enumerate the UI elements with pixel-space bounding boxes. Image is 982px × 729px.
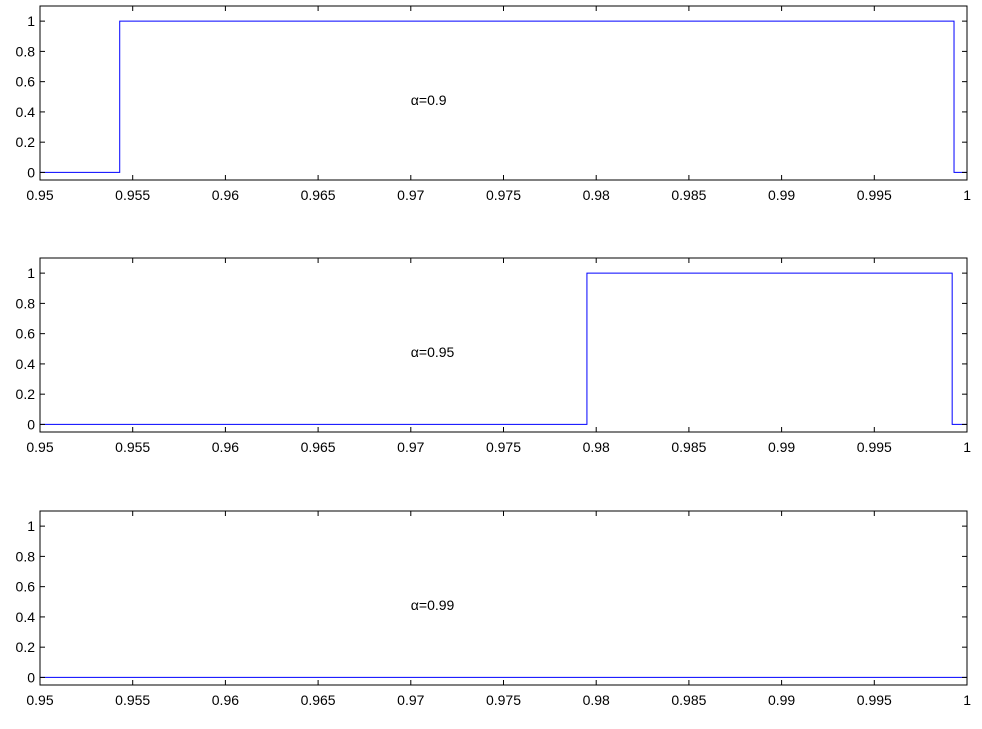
- y-tick-label: 1: [27, 518, 35, 534]
- x-tick-label: 0.995: [857, 692, 892, 708]
- y-tick-label: 0.2: [16, 639, 36, 655]
- x-tick-label: 0.985: [671, 187, 706, 203]
- subplot-2: 0.95 0.955 0.96 0.965 0.97 0.975 0.98 0.985 0.99…: [16, 257, 971, 455]
- alpha-annotation: α=0.99: [411, 597, 455, 613]
- axes-box: [39, 510, 968, 686]
- x-tick-label: 0.96: [212, 439, 239, 455]
- x-tick-label: 0.965: [301, 692, 336, 708]
- x-tick-label: 0.985: [671, 439, 706, 455]
- y-tick-label: 0.6: [16, 74, 36, 90]
- y-tick-label: 0: [27, 164, 35, 180]
- y-tick-label: 0: [27, 416, 35, 432]
- x-tick-label: 1: [963, 187, 971, 203]
- x-tick-label: 0.96: [212, 187, 239, 203]
- subplot-1: 0.95 0.955 0.96 0.965 0.97 0.975 0.98 0.985 0.99…: [16, 5, 971, 203]
- series-line-1: [40, 272, 967, 425]
- y-tick-label: 0.6: [16, 326, 36, 342]
- x-tick-label: 1: [963, 692, 971, 708]
- x-tick-label: 0.965: [301, 187, 336, 203]
- x-tick-label: 0.99: [768, 439, 795, 455]
- x-tick-label: 0.985: [671, 692, 706, 708]
- axes-box: [39, 257, 968, 433]
- x-tick-label: 0.955: [115, 692, 150, 708]
- y-tick-label: 0.2: [16, 134, 36, 150]
- x-tick-label: 0.965: [301, 439, 336, 455]
- x-tick-label: 0.96: [212, 692, 239, 708]
- y-tick-label: 0.2: [16, 386, 36, 402]
- y-tick-label: 0.4: [16, 609, 36, 625]
- x-tick-label: 0.975: [486, 187, 521, 203]
- alpha-annotation: α=0.9: [411, 92, 447, 108]
- axes-box: [39, 5, 968, 181]
- series-line-1: [40, 20, 967, 173]
- x-tick-label: 0.99: [768, 692, 795, 708]
- y-tick-label: 1: [27, 13, 35, 29]
- x-tick-label: 0.955: [115, 439, 150, 455]
- y-tick-label: 1: [27, 265, 35, 281]
- y-tick-label: 0.8: [16, 548, 36, 564]
- y-tick-label: 0.4: [16, 356, 36, 372]
- y-tick-label: 0: [27, 669, 35, 685]
- y-tick-label: 0.6: [16, 579, 36, 595]
- y-tick-label: 0.8: [16, 43, 36, 59]
- x-tick-label: 0.95: [26, 439, 53, 455]
- x-tick-label: 0.95: [26, 187, 53, 203]
- x-tick-label: 0.95: [26, 692, 53, 708]
- x-tick-label: 0.97: [397, 439, 424, 455]
- x-tick-label: 0.955: [115, 187, 150, 203]
- x-tick-label: 0.97: [397, 187, 424, 203]
- x-tick-label: 1: [963, 439, 971, 455]
- y-tick-label: 0.8: [16, 295, 36, 311]
- x-tick-label: 0.99: [768, 187, 795, 203]
- y-tick-label: 0.4: [16, 104, 36, 120]
- x-tick-label: 0.98: [583, 692, 610, 708]
- x-tick-label: 0.975: [486, 692, 521, 708]
- x-tick-label: 0.995: [857, 439, 892, 455]
- x-tick-label: 0.995: [857, 187, 892, 203]
- subplot-3: 0.95 0.955 0.96 0.965 0.97 0.975 0.98 0.985 0.99…: [16, 510, 971, 708]
- x-tick-label: 0.975: [486, 439, 521, 455]
- x-tick-label: 0.97: [397, 692, 424, 708]
- x-tick-label: 0.98: [583, 187, 610, 203]
- x-tick-label: 0.98: [583, 439, 610, 455]
- alpha-annotation: α=0.95: [411, 344, 455, 360]
